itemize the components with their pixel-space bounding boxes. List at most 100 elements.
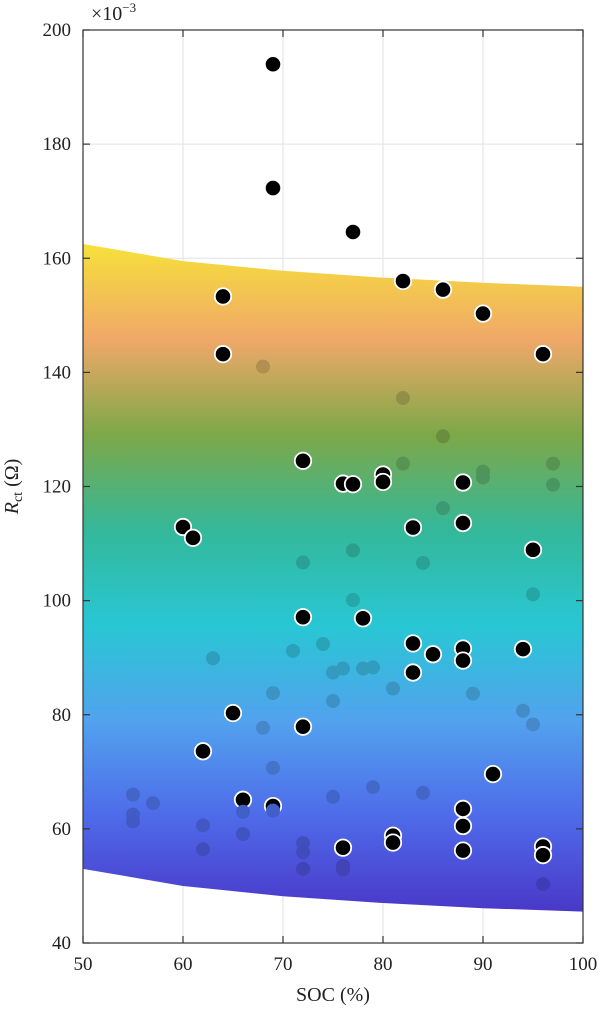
y-axis-multiplier: ×10−3 — [91, 0, 136, 25]
data-point — [236, 827, 250, 842]
data-point — [266, 803, 280, 818]
x-tick-label: 70 — [274, 954, 293, 975]
data-point-outlier — [183, 528, 203, 547]
data-point-outlier — [513, 640, 533, 659]
data-point-outlier — [523, 540, 543, 559]
data-point-outlier — [343, 475, 363, 494]
x-tick-label: 50 — [74, 954, 93, 975]
data-point-outlier — [403, 518, 423, 537]
data-point-outlier — [403, 634, 423, 653]
y-multiplier-exponent: −3 — [122, 0, 136, 15]
data-point-outlier — [353, 609, 373, 628]
data-point-outlier — [373, 472, 393, 492]
data-point-outlier — [263, 55, 283, 74]
y-tick-label: 160 — [43, 248, 72, 269]
data-point-outlier — [223, 703, 243, 723]
data-point — [296, 555, 310, 570]
data-point — [366, 780, 380, 795]
y-tick-label: 200 — [43, 20, 72, 41]
data-point — [526, 587, 540, 602]
data-point — [396, 456, 410, 471]
data-point-outlier — [453, 513, 473, 533]
axis-ticks — [82, 29, 584, 944]
data-point — [326, 694, 340, 709]
data-point — [286, 643, 300, 658]
data-point-outlier — [453, 799, 473, 819]
data-point — [346, 593, 360, 608]
data-point-outlier — [453, 841, 473, 860]
y-tick-label: 120 — [43, 477, 72, 498]
x-axis-label: SOC (%) — [296, 984, 370, 1006]
data-point-outlier — [193, 742, 213, 761]
data-point — [346, 543, 360, 558]
data-point — [526, 717, 540, 732]
data-point-outlier — [213, 287, 233, 306]
y-tick-label: 60 — [52, 819, 71, 840]
data-point — [546, 456, 560, 471]
data-point-outlier — [453, 473, 473, 492]
data-point-outlier — [213, 345, 233, 364]
data-point — [396, 391, 410, 406]
data-point — [266, 760, 280, 775]
data-point — [266, 686, 280, 701]
x-tick-label: 60 — [174, 954, 193, 975]
x-tick-label: 80 — [374, 954, 393, 975]
y-tick-label: 180 — [43, 134, 72, 155]
data-point-outlier — [333, 838, 353, 857]
data-point-outlier — [263, 178, 283, 198]
y-axis-label-sub: ct — [11, 492, 26, 502]
data-point — [296, 845, 310, 860]
y-tick-label: 40 — [52, 933, 71, 954]
data-point — [146, 796, 160, 811]
data-point-outlier — [473, 304, 493, 323]
data-point — [476, 470, 490, 485]
data-point — [256, 720, 270, 735]
data-point — [326, 665, 340, 680]
data-point — [126, 814, 140, 829]
y-axis-label: Rct (Ω) — [1, 459, 26, 516]
x-tick-label: 100 — [569, 954, 598, 975]
y-tick-label: 80 — [52, 705, 71, 726]
y-multiplier-base: ×10 — [91, 3, 122, 25]
data-point-outlier — [293, 717, 313, 736]
data-point-outlier — [533, 846, 553, 865]
confidence-band — [83, 243, 583, 912]
data-point — [196, 818, 210, 833]
data-point — [316, 636, 330, 651]
data-point — [436, 501, 450, 516]
data-point — [386, 681, 400, 696]
data-point — [516, 703, 530, 718]
data-point — [206, 651, 220, 666]
data-point — [546, 477, 560, 492]
data-points — [126, 55, 560, 892]
data-point-outlier — [453, 651, 473, 670]
data-point — [336, 862, 350, 877]
y-axis-label-main: R — [1, 502, 23, 515]
data-point-outlier — [533, 345, 553, 364]
data-point-outlier — [403, 663, 423, 682]
data-point — [366, 660, 380, 675]
data-point — [256, 359, 270, 374]
data-point — [236, 804, 250, 819]
data-point-outlier — [453, 816, 473, 836]
data-point-outlier — [393, 271, 413, 291]
data-point — [416, 555, 430, 570]
data-point — [196, 842, 210, 857]
x-tick-labels: 50 60 70 80 90 100 — [74, 954, 598, 975]
data-point-outlier — [383, 833, 403, 852]
y-tick-label: 100 — [43, 591, 72, 612]
data-point-outlier — [343, 222, 363, 242]
data-point — [436, 429, 450, 444]
data-point-outlier — [293, 608, 313, 627]
data-point-outlier — [423, 645, 443, 664]
data-point-outlier — [293, 451, 313, 470]
y-tick-label: 140 — [43, 362, 72, 383]
data-point — [466, 686, 480, 701]
data-point — [416, 785, 430, 800]
data-point — [326, 789, 340, 804]
data-point — [126, 787, 140, 802]
x-tick-label: 90 — [474, 954, 493, 975]
data-point-outlier — [433, 280, 453, 299]
y-axis-label-unit: (Ω) — [1, 459, 23, 492]
